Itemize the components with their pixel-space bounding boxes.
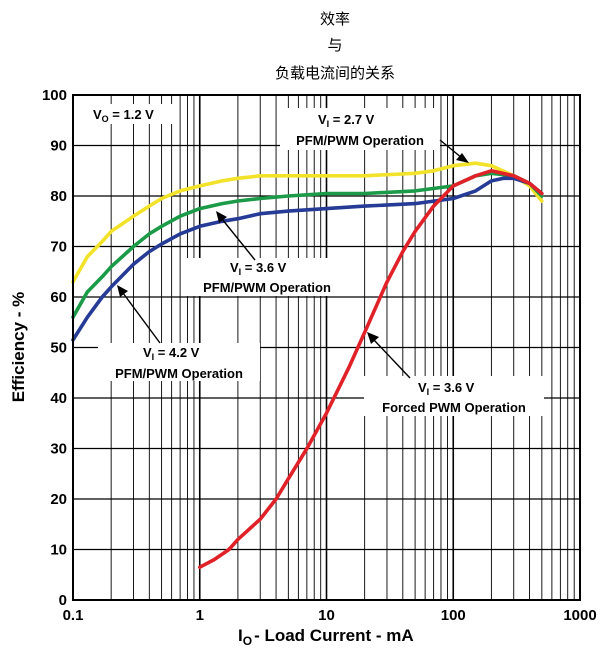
annotation-42-leader	[122, 292, 161, 344]
series-layer	[71, 161, 544, 570]
y-tick-label: 60	[50, 289, 67, 306]
annotation-36-forced-symbol: V	[418, 380, 427, 395]
annotations: VO = 1.2 V VI = 2.7 V PFM/PWM Operation …	[86, 104, 544, 416]
y-tick-label: 90	[50, 138, 67, 155]
annotation-36-forced-leader	[373, 339, 411, 379]
annotation-27-label: VI = 2.7 V	[318, 112, 375, 129]
annotation-36-forced-mode: Forced PWM Operation	[382, 400, 526, 415]
series-line-2	[71, 176, 544, 342]
annotation-36-pfm-subscript: I	[239, 267, 242, 277]
annotation-27-arrowhead	[456, 153, 469, 163]
x-axis-label-subscript: O	[243, 634, 252, 648]
annotation-36-forced-arrowhead	[367, 332, 379, 344]
annotation-27-subscript: I	[327, 119, 330, 129]
x-axis-label-text: - Load Current - mA	[254, 626, 414, 645]
annotation-27-leader	[439, 139, 463, 159]
annotation-42-arrowhead	[117, 285, 128, 297]
annotation-vo-value: = 1.2 V	[109, 107, 154, 122]
chart-title-line-2: 与	[327, 36, 342, 54]
annotation-box-36-forced	[364, 376, 544, 416]
annotation-27-symbol: V	[318, 112, 327, 127]
annotation-42-symbol: V	[143, 345, 152, 360]
tick-labels: 0.1 1 10 100 1000 0 10 20 30 40 50 60 70 80 90 100	[42, 87, 597, 624]
y-tick-label: 100	[42, 87, 67, 104]
annotation-vo-label: VO = 1.2 V	[93, 107, 154, 124]
annotation-box-42	[98, 343, 260, 381]
y-axis-label: Efficiency - %	[9, 292, 28, 403]
annotation-vo-subscript: O	[102, 114, 109, 124]
annotation-27-value: = 2.7 V	[329, 112, 374, 127]
annotation-vo-symbol: V	[93, 107, 102, 122]
x-tick-label: 10	[318, 607, 335, 624]
annotation-42-value: = 4.2 V	[154, 345, 199, 360]
annotation-36-pfm-leader	[221, 218, 256, 261]
annotation-36-pfm-value: = 3.6 V	[241, 260, 286, 275]
annotation-36-pfm-symbol: V	[230, 260, 239, 275]
x-tick-label: 0.1	[63, 607, 84, 624]
y-tick-label: 20	[50, 491, 67, 508]
annotation-27-mode: PFM/PWM Operation	[296, 133, 424, 148]
plot-frame	[72, 94, 581, 601]
x-tick-label: 1000	[563, 607, 596, 624]
series-line-0	[71, 161, 544, 284]
y-tick-label: 70	[50, 239, 67, 256]
annotation-42-subscript: I	[152, 352, 155, 362]
series-line-3	[198, 169, 544, 570]
y-tick-label: 10	[50, 542, 67, 559]
annotation-36-forced-subscript: I	[427, 387, 430, 397]
y-tick-label: 0	[59, 592, 67, 609]
x-tick-label: 1	[196, 607, 204, 624]
x-axis-label: IO - Load Current - mA	[238, 626, 414, 648]
annotation-36-pfm-label: VI = 3.6 V	[230, 260, 287, 277]
annotation-box-27	[280, 108, 440, 150]
y-tick-label: 80	[50, 188, 67, 205]
annotation-36-pfm-mode: PFM/PWM Operation	[203, 280, 331, 295]
annotation-42-mode: PFM/PWM Operation	[115, 366, 243, 381]
annotation-36-forced-value: = 3.6 V	[429, 380, 474, 395]
x-tick-label: 100	[441, 607, 466, 624]
y-tick-label: 50	[50, 340, 67, 357]
annotation-36-pfm-arrowhead	[216, 211, 227, 223]
annotation-42-label: VI = 4.2 V	[143, 345, 200, 362]
annotation-box-36-pfm	[185, 258, 347, 296]
chart-title-line-1: 效率	[320, 10, 350, 28]
y-tick-label: 40	[50, 390, 67, 407]
annotation-box-vo	[86, 104, 176, 124]
x-axis-label-symbol: I	[238, 626, 243, 645]
y-tick-label: 30	[50, 441, 67, 458]
annotation-36-forced-label: VI = 3.6 V	[418, 380, 475, 397]
chart-title-line-3: 负载电流间的关系	[275, 64, 395, 82]
